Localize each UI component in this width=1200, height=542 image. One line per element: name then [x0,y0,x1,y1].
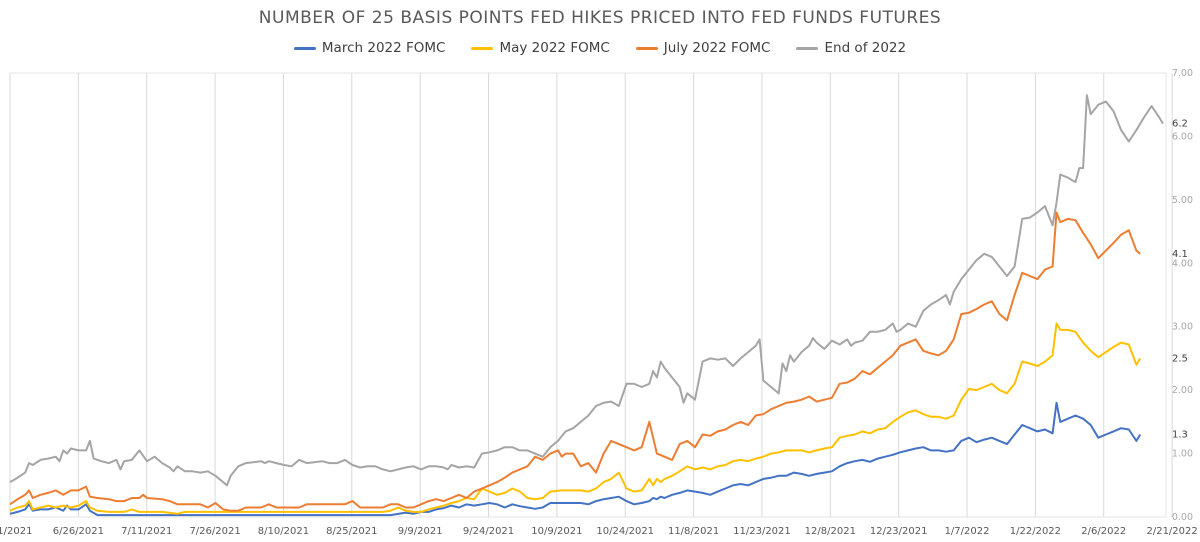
x-tick-label: 7/11/2021 [121,526,172,537]
x-tick-label: 9/24/2021 [463,526,514,537]
series-line-1 [9,322,1142,515]
x-tick-label: 6/26/2021 [53,526,104,537]
series-end-label: 6.2 [1172,119,1188,130]
y-tick-label: 0.00 [1172,512,1193,523]
x-tick-label: 11/23/2021 [733,526,791,537]
legend-item: End of 2022 [796,40,906,56]
series-line-2 [9,211,1141,512]
legend-item: March 2022 FOMC [293,40,446,56]
x-tick-label: 1/22/2022 [1010,526,1061,537]
legend-swatch [796,46,819,50]
x-tick-label: 7/26/2021 [189,526,240,537]
x-tick-label: 10/9/2021 [531,526,582,537]
series-line-3 [9,94,1164,487]
x-tick-label: 12/8/2021 [805,526,856,537]
x-tick-label: 2/21/2022 [1146,526,1197,537]
y-tick-label: 5.00 [1172,195,1193,206]
series-end-label: 4.1 [1172,249,1188,260]
legend-item: July 2022 FOMC [635,40,771,56]
legend-label: July 2022 FOMC [663,40,771,56]
series-end-label: 1.3 [1172,430,1188,441]
plot-border [9,72,1167,518]
x-tick-label: /11/2021 [0,526,32,537]
y-tick-label: 4.00 [1172,258,1193,269]
legend: March 2022 FOMC May 2022 FOMC July 2022 FO… [0,40,1200,56]
legend-label: End of 2022 [824,40,907,56]
legend-swatch [635,46,658,50]
legend-swatch [293,46,316,50]
x-tick-label: 8/10/2021 [258,526,309,537]
legend-item: May 2022 FOMC [471,40,610,56]
legend-label: May 2022 FOMC [499,40,610,56]
y-tick-label: 2.00 [1172,385,1193,396]
legend-swatch [471,46,494,50]
legend-label: March 2022 FOMC [321,40,446,56]
x-tick-label: 12/23/2021 [870,526,928,537]
x-tick-label: 1/7/2022 [945,526,990,537]
x-tick-label: 8/25/2021 [326,526,377,537]
y-tick-label: 7.00 [1172,68,1193,79]
x-tick-label: 9/9/2021 [398,526,443,537]
x-tick-label: 10/24/2021 [596,526,654,537]
y-tick-label: 3.00 [1172,322,1193,333]
chart-title: NUMBER OF 25 BASIS POINTS FED HIKES PRIC… [258,8,942,28]
series-end-label: 2.5 [1172,353,1188,364]
x-tick-label: 2/6/2022 [1081,526,1126,537]
series-line-0 [9,401,1142,517]
y-tick-label: 6.00 [1172,131,1193,142]
x-tick-label: 11/8/2021 [668,526,719,537]
y-tick-label: 1.00 [1172,449,1193,460]
